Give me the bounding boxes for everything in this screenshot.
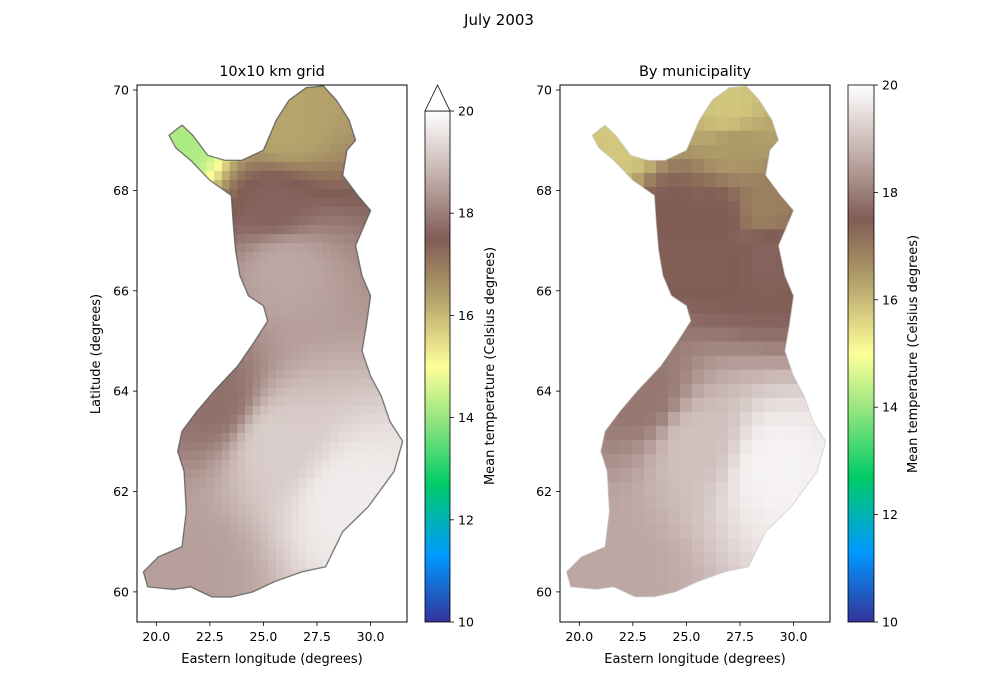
y-tick-label: 70 [536,83,552,98]
country-outline [565,85,827,598]
right-y-axis-ticks: 60 62 64 66 68 70 [536,83,560,599]
right-colorbar-gradient [847,84,875,623]
left-colorbar-extend-arrow [424,84,451,112]
y-tick-label: 60 [113,584,129,599]
left-x-axis-label: Eastern longitude (degrees) [181,652,362,667]
right-colorbar-label: Mean temperature (Celsius degrees) [906,235,921,473]
y-tick-label: 62 [113,484,129,499]
y-tick-label: 62 [536,484,552,499]
figure-suptitle: July 2003 [463,11,534,29]
x-tick-label: 25.0 [673,629,701,644]
x-tick-label: 20.0 [565,629,593,644]
colorbar-tick-label: 16 [458,308,474,323]
colorbar-tick-label: 10 [458,615,474,630]
left-colorbar-gradient [424,110,451,623]
colorbar-tick-label: 20 [458,104,474,119]
right-plot-frame [559,84,831,623]
left-panel-title: 10x10 km grid [219,64,325,80]
colorbar-tick-label: 14 [458,410,474,425]
right-colorbar: 10 12 14 16 18 20 Mean temperature (Celsius d… [847,78,921,630]
colorbar-tick-label: 14 [882,400,898,415]
y-tick-label: 66 [536,283,552,298]
left-y-axis-ticks: 60 62 64 66 68 70 [113,83,137,599]
colorbar-tick-label: 18 [458,206,474,221]
right-x-axis-label: Eastern longitude (degrees) [604,652,785,667]
x-tick-label: 20.0 [142,629,170,644]
left-colorbar: 10 12 14 16 18 20 Mean temperature (Celsius d… [424,84,498,630]
country-outline [142,85,404,598]
municipality-temperature-map [565,85,827,598]
y-tick-label: 68 [536,183,552,198]
y-tick-label: 60 [536,584,552,599]
map-fill-cells [566,86,826,597]
y-tick-label: 70 [113,83,129,98]
colorbar-tick-label: 10 [882,615,898,630]
colorbar-tick-label: 18 [882,185,898,200]
left-plot-frame [136,84,408,623]
left-colorbar-label: Mean temperature (Celsius degrees) [483,247,498,485]
right-panel-title: By municipality [639,64,752,80]
left-x-axis-ticks: 20.0 22.5 25.0 27.5 30.0 [142,622,385,644]
colorbar-tick-label: 12 [882,507,898,522]
y-tick-label: 64 [536,384,552,399]
x-tick-label: 22.5 [619,629,647,644]
x-tick-label: 30.0 [357,629,385,644]
right-colorbar-ticks: 10 12 14 16 18 20 [874,78,898,630]
left-colorbar-ticks: 10 12 14 16 18 20 [450,104,474,630]
left-y-axis-label: Latitude (degrees) [89,294,104,414]
x-tick-label: 22.5 [196,629,224,644]
colorbar-tick-label: 20 [882,78,898,93]
grid-temperature-map [142,85,404,598]
left-panel: 10x10 km grid 20.0 22.5 25.0 27.5 30.0 60626… [89,64,408,667]
right-panel: By municipality 20.0 22.5 25.0 27.5 30.0 606… [536,64,831,667]
x-tick-label: 27.5 [303,629,331,644]
map-fill-cells [143,86,403,597]
x-tick-label: 27.5 [726,629,754,644]
colorbar-tick-label: 12 [458,512,474,527]
right-x-axis-ticks: 20.0 22.5 25.0 27.5 30.0 [565,622,808,644]
colorbar-tick-label: 16 [882,292,898,307]
y-tick-label: 66 [113,283,129,298]
y-tick-label: 68 [113,183,129,198]
x-tick-label: 30.0 [780,629,808,644]
x-tick-label: 25.0 [250,629,278,644]
y-tick-label: 64 [113,384,129,399]
